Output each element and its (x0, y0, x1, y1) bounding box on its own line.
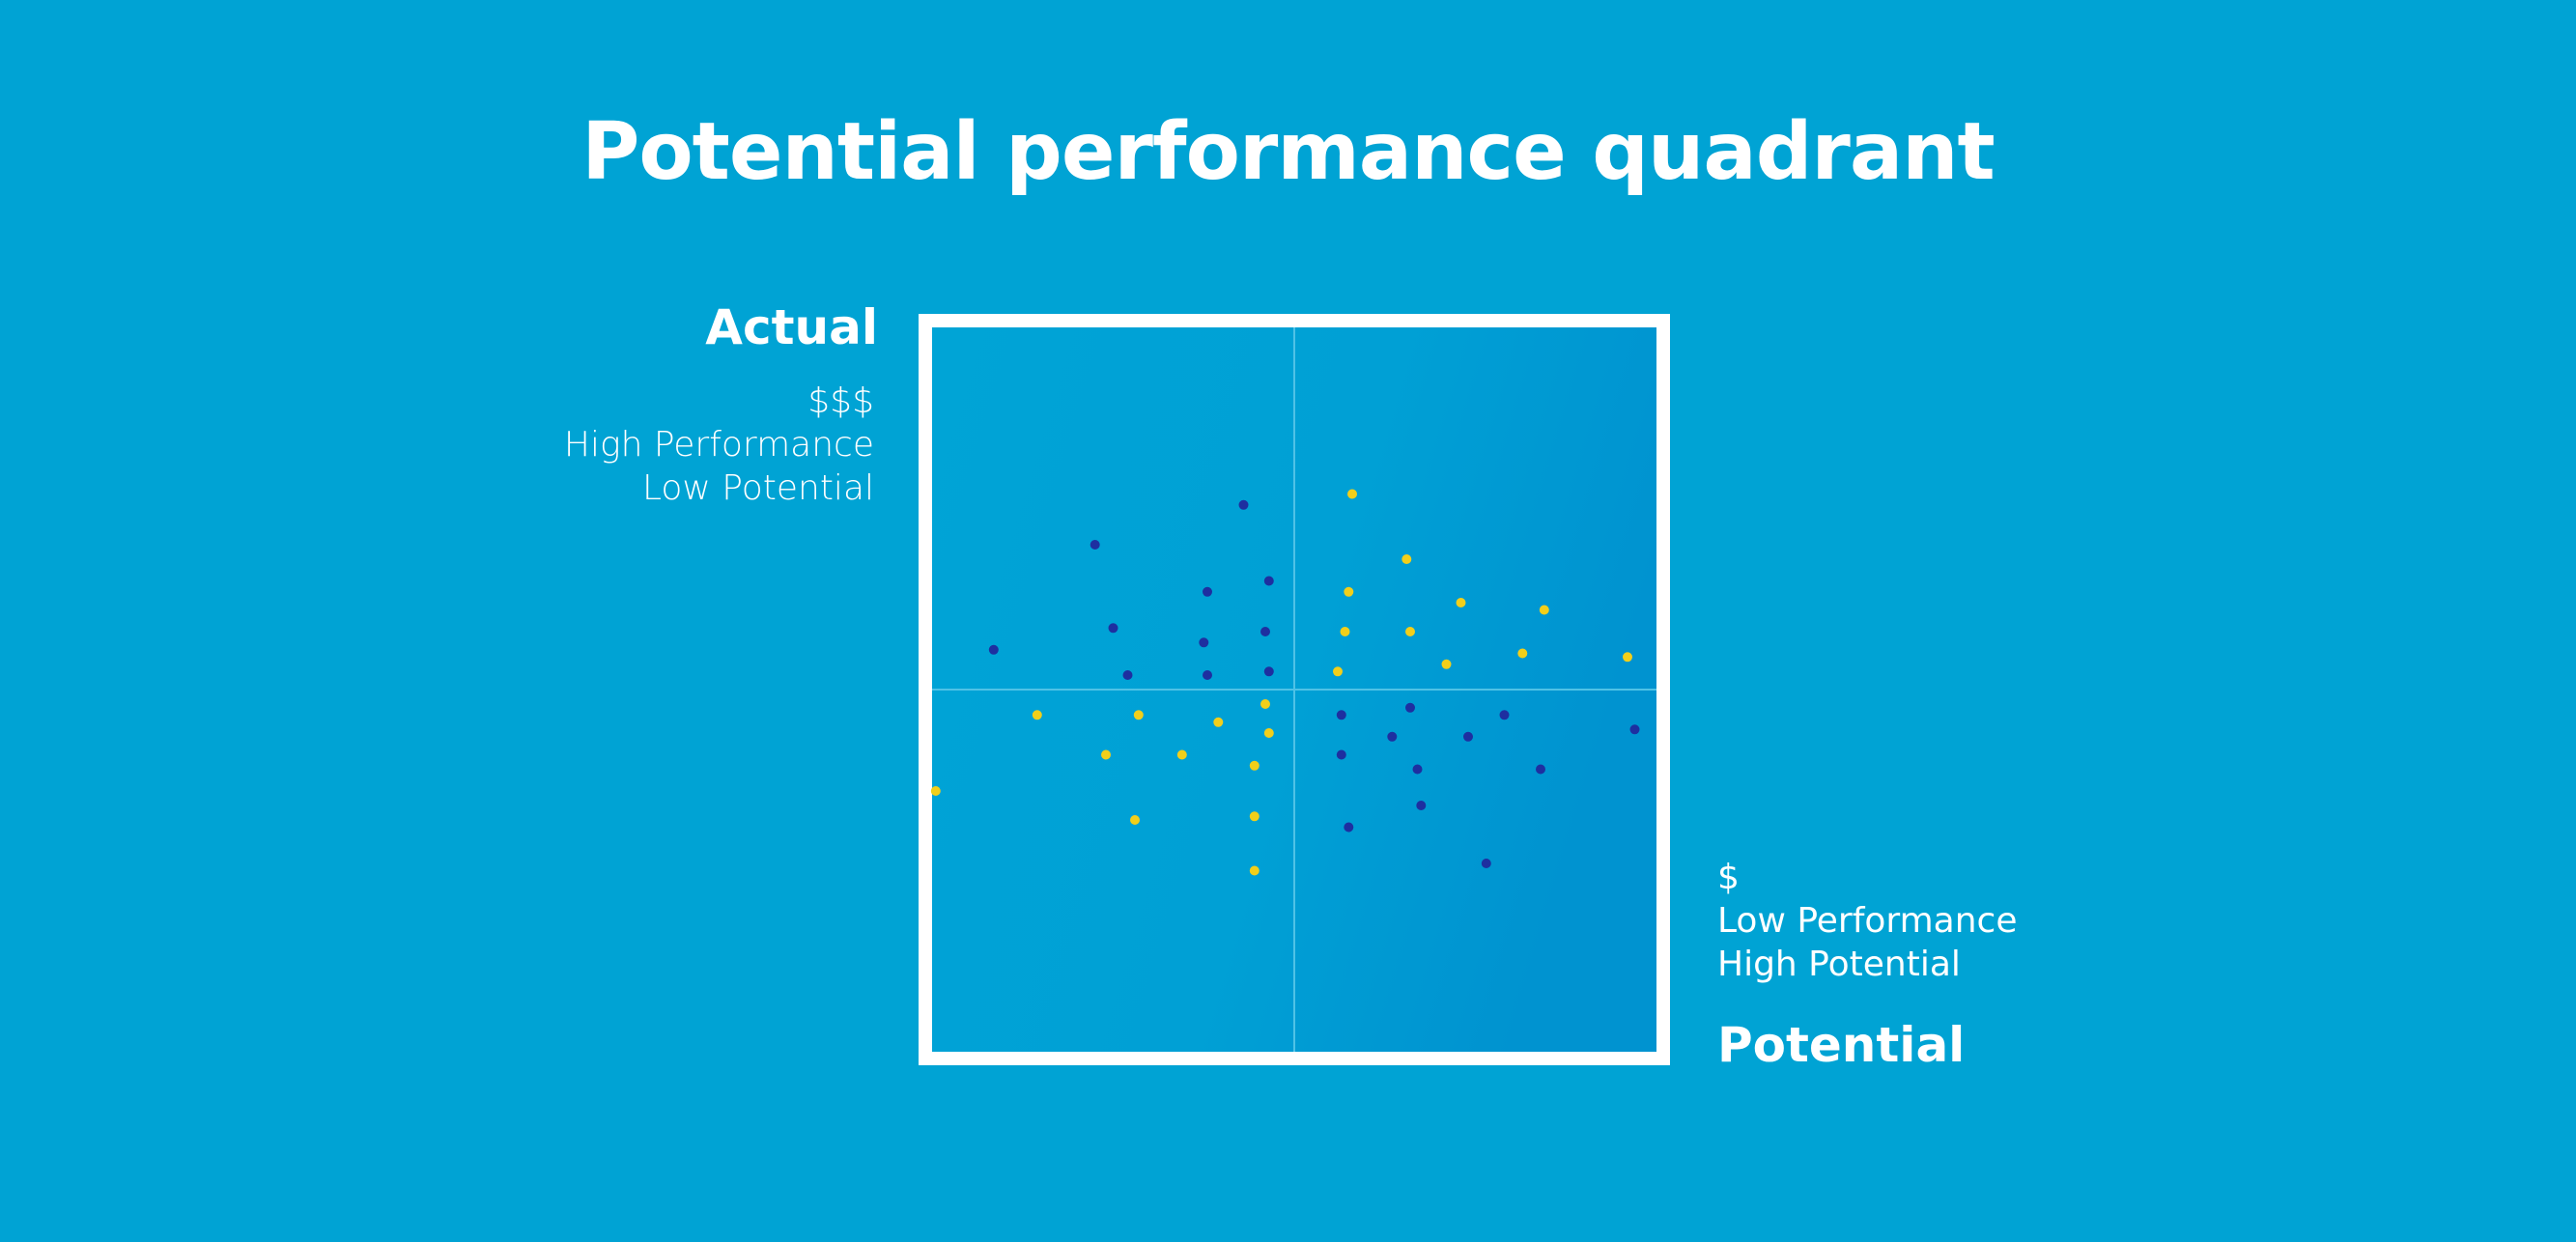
scatter-point (1249, 760, 1260, 771)
data-points (930, 489, 1640, 876)
scatter-point (1122, 670, 1133, 680)
y-annotation-line: High Performance (563, 425, 874, 465)
scatter-point (1336, 710, 1346, 720)
y-axis-annotation: $$$ High Performance Low Potential (564, 380, 874, 510)
y-annotation-line: Low Potential (641, 468, 874, 508)
scatter-point (1130, 815, 1140, 825)
scatter-point (1249, 811, 1260, 822)
scatter-point (1032, 710, 1042, 720)
plot-svg (919, 314, 1670, 1065)
chart-title: Potential performance quadrant (581, 106, 1996, 198)
scatter-point (1101, 749, 1111, 760)
scatter-point (1203, 670, 1212, 680)
scatter-point (1249, 865, 1260, 876)
scatter-point (1263, 576, 1274, 586)
scatter-point (1263, 666, 1274, 677)
scatter-point (1176, 749, 1187, 760)
scatter-point (1344, 586, 1354, 597)
scatter-point (1499, 710, 1510, 720)
scatter-point (1203, 586, 1212, 597)
scatter-point (1213, 717, 1224, 727)
scatter-point (1481, 859, 1491, 868)
scatter-point (1416, 801, 1427, 810)
scatter-point (1441, 659, 1452, 669)
scatter-point (988, 644, 999, 655)
scatter-point (1133, 710, 1144, 720)
scatter-point (930, 786, 941, 796)
x-annotation-line: High Potential (1717, 945, 1961, 984)
scatter-point (1536, 764, 1545, 775)
scatter-point (1344, 822, 1354, 833)
scatter-point (1517, 648, 1528, 659)
x-annotation-line: $ (1717, 858, 1740, 897)
scatter-point (1108, 623, 1118, 634)
x-annotation-line: Low Performance (1717, 901, 2018, 941)
scatter-point (1340, 627, 1350, 636)
scatter-point (1260, 627, 1270, 636)
quadrant-plot (919, 314, 1670, 1065)
scatter-point (1539, 605, 1549, 615)
scatter-point (1456, 598, 1466, 607)
scatter-point (1199, 637, 1209, 648)
scatter-point (1333, 666, 1343, 677)
scatter-point (1238, 499, 1249, 510)
scatter-point (1387, 731, 1398, 742)
scatter-point (1260, 699, 1270, 709)
x-axis-label: Potential (1717, 1017, 1966, 1073)
x-axis-annotation: $ Low Performance High Potential (1717, 856, 2017, 986)
scatter-point (1401, 554, 1412, 564)
scatter-point (1623, 652, 1632, 663)
scatter-point (1629, 724, 1640, 735)
scatter-point (1463, 731, 1473, 742)
scatter-point (1405, 627, 1415, 636)
scatter-point (1336, 749, 1346, 760)
y-annotation-line: $$$ (807, 381, 874, 421)
scatter-point (1412, 764, 1423, 775)
y-axis-label: Actual (705, 299, 878, 355)
scatter-point (1263, 728, 1274, 738)
scatter-point (1405, 702, 1415, 713)
scatter-point (1090, 540, 1100, 550)
scatter-point (1347, 489, 1357, 499)
